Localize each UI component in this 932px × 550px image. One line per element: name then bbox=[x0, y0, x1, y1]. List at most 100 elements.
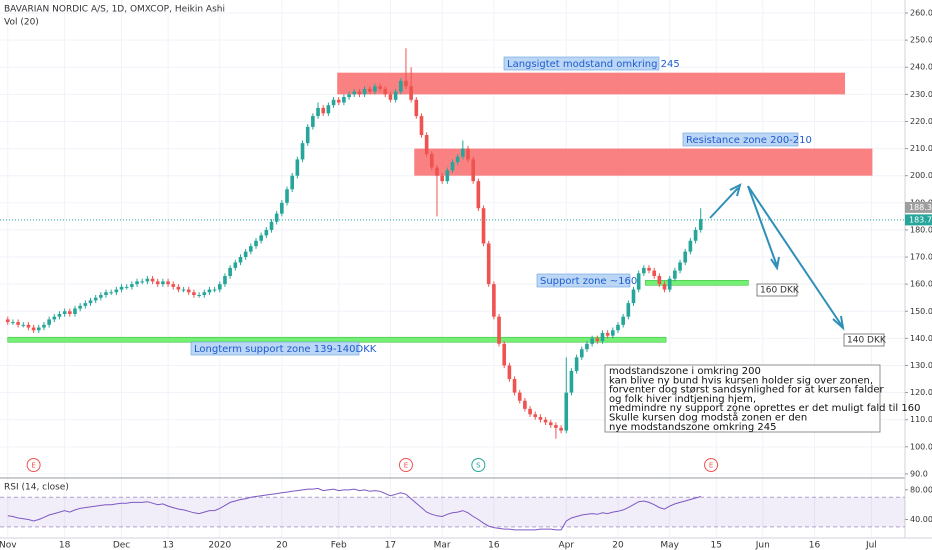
candle-body bbox=[409, 86, 413, 100]
candle-body bbox=[616, 324, 620, 331]
x-tick-label: 20 bbox=[276, 541, 288, 550]
note-line: nye modstandszone omkring 245 bbox=[609, 422, 776, 433]
candle-body bbox=[517, 392, 522, 401]
y-tick-label: 110.0 bbox=[910, 415, 932, 424]
candle-body bbox=[352, 91, 357, 95]
volume-label: Vol (20) bbox=[4, 18, 39, 28]
candle-body bbox=[476, 181, 481, 209]
x-tick-label: 15 bbox=[711, 541, 722, 550]
candle-body bbox=[642, 267, 646, 274]
candle-body bbox=[574, 357, 579, 371]
resistance-zone bbox=[337, 72, 846, 95]
candle-body bbox=[295, 159, 300, 176]
candle-body bbox=[435, 167, 439, 176]
arrow bbox=[747, 185, 843, 327]
rsi-line bbox=[7, 487, 701, 531]
candle-body bbox=[605, 332, 610, 336]
y-tick-label: 200.0 bbox=[910, 171, 932, 180]
candle-body bbox=[326, 105, 331, 114]
label-box bbox=[682, 132, 799, 147]
candle-body bbox=[249, 246, 253, 252]
candle-body bbox=[104, 292, 108, 295]
candle-body bbox=[548, 422, 553, 426]
candle-body bbox=[466, 148, 470, 160]
candle-body bbox=[321, 107, 326, 114]
candle-body bbox=[171, 284, 176, 287]
candle-body bbox=[393, 91, 398, 100]
event-label: E bbox=[404, 462, 408, 470]
rsi-band bbox=[0, 497, 905, 527]
x-tick-label: May bbox=[660, 541, 679, 550]
candle-body bbox=[342, 97, 346, 103]
x-tick-label: Nov bbox=[0, 541, 17, 550]
y-tick-label: 180.0 bbox=[910, 225, 932, 234]
candle-body bbox=[662, 284, 667, 290]
candle-body bbox=[73, 308, 77, 314]
candle-body bbox=[600, 332, 605, 342]
y-tick-label: 220.0 bbox=[910, 117, 932, 126]
candle-body bbox=[512, 379, 517, 393]
x-tick-label: 13 bbox=[162, 541, 173, 550]
note-line: forventer dog størst sandsynlighed for a… bbox=[609, 385, 884, 396]
candle-body bbox=[652, 270, 656, 277]
x-tick-label: 18 bbox=[59, 541, 71, 550]
candles bbox=[5, 48, 703, 439]
event-label: E bbox=[709, 462, 713, 470]
price-marker bbox=[905, 214, 932, 226]
note-line: kan blive ny bund hvis kursen holder sig… bbox=[609, 375, 873, 386]
candle-body bbox=[481, 208, 486, 244]
candle-body bbox=[150, 278, 155, 282]
candle-body bbox=[636, 273, 641, 290]
event-marker bbox=[704, 458, 719, 472]
candle-body bbox=[611, 330, 615, 336]
y-tick-label: 120.0 bbox=[910, 388, 932, 397]
zone-label: Resistance zone 200-210 bbox=[686, 135, 812, 146]
price-marker-label: 188.3 bbox=[909, 203, 932, 212]
target-box bbox=[843, 333, 885, 347]
candle-body bbox=[78, 305, 82, 309]
candle-body bbox=[212, 289, 217, 291]
price-marker bbox=[905, 201, 932, 213]
zones bbox=[7, 72, 873, 343]
resistance-zone bbox=[414, 148, 873, 176]
label-box bbox=[536, 273, 631, 288]
y-tick-label: 150.0 bbox=[910, 307, 932, 316]
candle-body bbox=[254, 240, 258, 247]
candle-body bbox=[388, 94, 393, 100]
candle-body bbox=[243, 251, 248, 258]
y-tick-label: 100.0 bbox=[910, 442, 932, 451]
y-tick-label: 210.0 bbox=[910, 144, 932, 153]
candle-body bbox=[631, 289, 636, 304]
candle-body bbox=[290, 175, 294, 190]
x-tick-label: Mar bbox=[434, 541, 451, 550]
y-tick-label: 260.0 bbox=[910, 9, 932, 18]
candle-body bbox=[93, 297, 98, 301]
candle-body bbox=[68, 311, 72, 314]
candle-body bbox=[373, 86, 377, 92]
candle-body bbox=[486, 243, 491, 285]
candle-body bbox=[471, 159, 475, 182]
candle-body bbox=[450, 162, 455, 171]
candle-body bbox=[274, 213, 279, 222]
candle-body bbox=[626, 303, 631, 317]
candle-body bbox=[36, 327, 41, 331]
y-tick-label: 140.0 bbox=[910, 334, 932, 343]
candle-body bbox=[119, 286, 124, 290]
note-line: Skulle kursen dog modstå zonen er den bbox=[609, 411, 807, 424]
target-box bbox=[756, 283, 798, 297]
candle-body bbox=[285, 189, 289, 203]
candle-body bbox=[99, 294, 103, 298]
candle-body bbox=[269, 221, 274, 230]
candle-body bbox=[398, 80, 403, 92]
candle-body bbox=[559, 427, 563, 431]
event-marker bbox=[398, 458, 413, 472]
candle-body bbox=[523, 400, 527, 409]
candle-body bbox=[316, 107, 320, 117]
candle-body bbox=[414, 99, 419, 117]
y-tick-label: 160.0 bbox=[910, 280, 932, 289]
x-tick-label: Jul bbox=[865, 541, 877, 550]
x-tick-label: Feb bbox=[331, 541, 347, 550]
candle-body bbox=[424, 135, 429, 155]
candle-body bbox=[569, 370, 574, 393]
